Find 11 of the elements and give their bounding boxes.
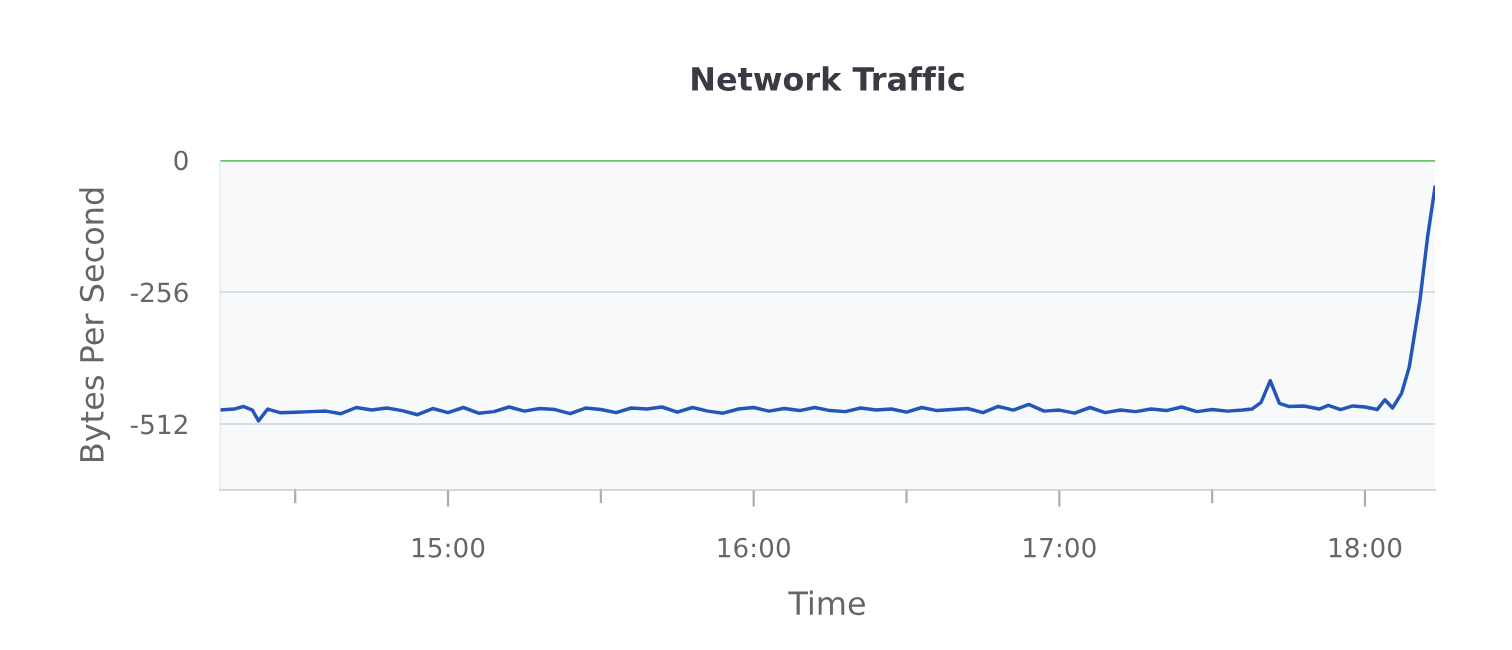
x-axis-title: Time <box>788 590 865 616</box>
x-tick-label: 16:00 <box>718 537 790 558</box>
y-tick-label: 0 <box>174 150 188 171</box>
y-tick-label: -512 <box>130 414 187 435</box>
y-axis-title: Bytes Per Second <box>79 188 111 462</box>
x-tick-label: 17:00 <box>1024 537 1096 558</box>
line-series <box>220 185 1435 423</box>
y-tick-label: -256 <box>130 282 188 303</box>
x-tick-label: 18:00 <box>1329 537 1402 558</box>
chart-title: Network Traffic <box>692 66 964 92</box>
x-tick-label: 15:00 <box>412 537 485 558</box>
